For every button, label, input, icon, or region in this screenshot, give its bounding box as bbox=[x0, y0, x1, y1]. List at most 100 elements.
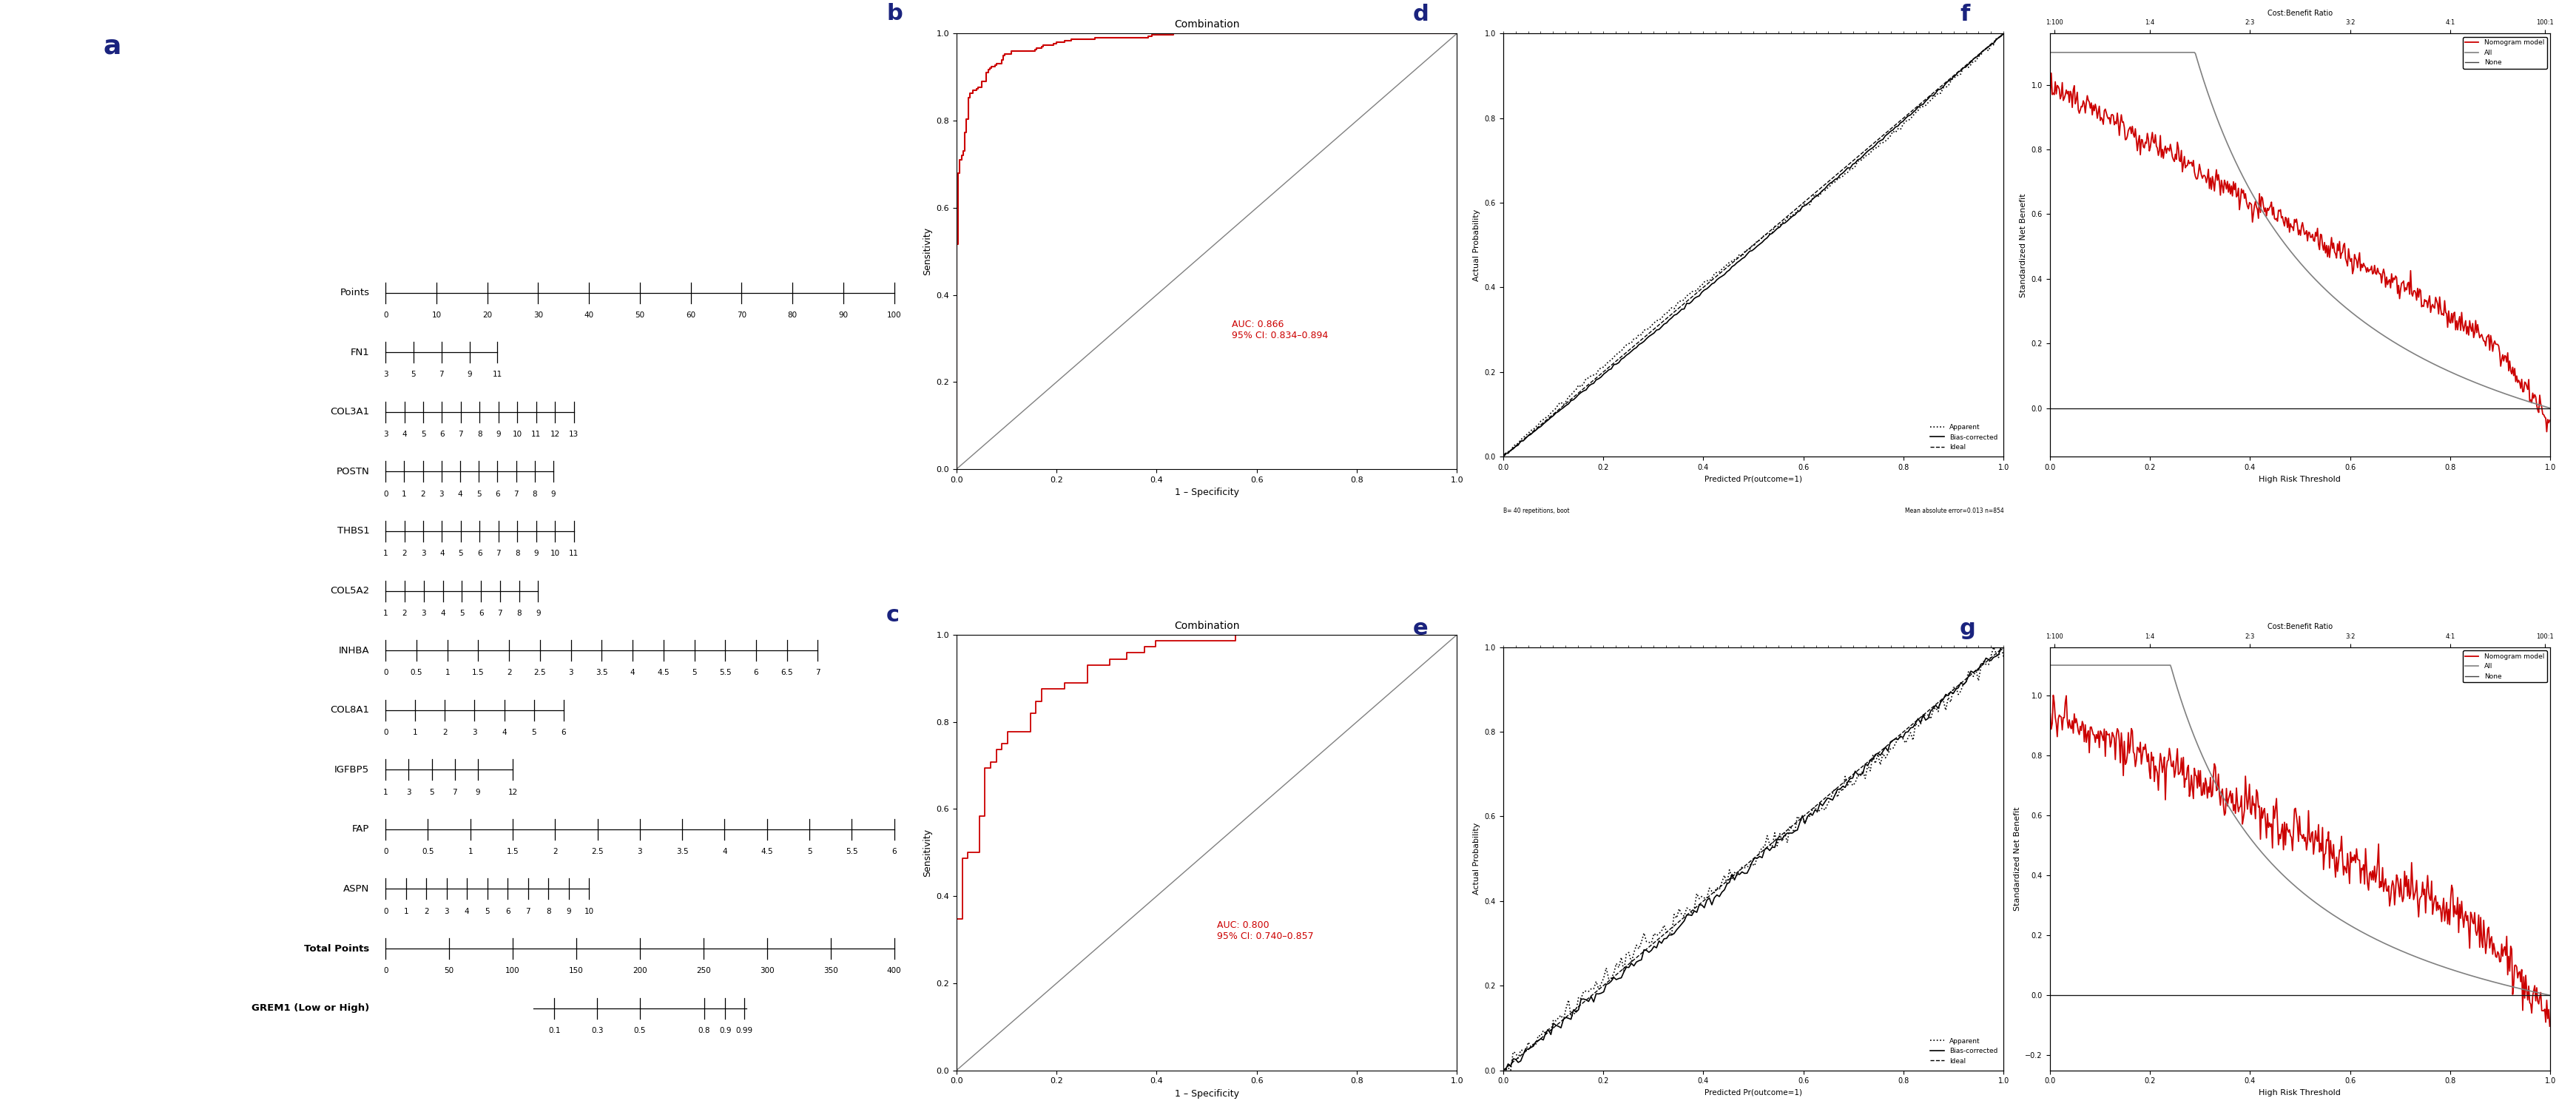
Text: FN1: FN1 bbox=[350, 348, 368, 357]
Nomogram model bbox=[2524, 997, 2555, 1010]
Apparent bbox=[1520, 1038, 1551, 1051]
Text: 1: 1 bbox=[384, 788, 389, 796]
Text: AUC: 0.866
95% CI: 0.834–0.894: AUC: 0.866 95% CI: 0.834–0.894 bbox=[1231, 319, 1329, 340]
Nomogram model bbox=[2272, 212, 2303, 225]
Nomogram model bbox=[2035, 86, 2066, 99]
None bbox=[2445, 989, 2476, 1002]
Y-axis label: Standardized Net Benefit: Standardized Net Benefit bbox=[2020, 193, 2027, 297]
All bbox=[2275, 244, 2306, 258]
Text: 7: 7 bbox=[817, 669, 819, 677]
Text: Points: Points bbox=[340, 288, 368, 298]
Text: FAP: FAP bbox=[353, 824, 368, 834]
Text: g: g bbox=[1960, 618, 1976, 639]
All bbox=[2535, 401, 2566, 415]
Text: 6: 6 bbox=[495, 491, 500, 497]
Text: 5: 5 bbox=[430, 788, 435, 796]
Apparent bbox=[1963, 50, 1994, 64]
Text: 1.5: 1.5 bbox=[471, 669, 484, 677]
Text: 8: 8 bbox=[518, 610, 520, 617]
Text: 60: 60 bbox=[685, 311, 696, 319]
Legend: Nomogram model, All, None: Nomogram model, All, None bbox=[2463, 37, 2548, 69]
None bbox=[2535, 989, 2566, 1002]
Nomogram model bbox=[2272, 825, 2303, 838]
Text: 6: 6 bbox=[505, 908, 510, 915]
Text: 4.5: 4.5 bbox=[657, 669, 670, 677]
Nomogram model bbox=[2535, 1019, 2566, 1032]
Text: 50: 50 bbox=[636, 311, 644, 319]
Text: 7: 7 bbox=[453, 788, 459, 796]
Text: b: b bbox=[886, 3, 902, 25]
All bbox=[2445, 369, 2476, 382]
Text: 1: 1 bbox=[384, 550, 389, 558]
All bbox=[2522, 398, 2553, 411]
Text: 7: 7 bbox=[497, 610, 502, 617]
Text: COL8A1: COL8A1 bbox=[330, 706, 368, 715]
Ideal bbox=[1945, 62, 1976, 76]
Text: 0: 0 bbox=[384, 967, 389, 975]
Y-axis label: Actual Probability: Actual Probability bbox=[1473, 823, 1481, 895]
Apparent bbox=[1620, 331, 1651, 345]
Text: GREM1 (Low or High): GREM1 (Low or High) bbox=[252, 1003, 368, 1014]
Text: 7: 7 bbox=[526, 908, 531, 915]
Nomogram model bbox=[2524, 406, 2555, 419]
Nomogram model bbox=[2445, 912, 2476, 925]
Text: IGFBP5: IGFBP5 bbox=[335, 765, 368, 775]
Text: 5: 5 bbox=[484, 908, 489, 915]
X-axis label: High Risk Threshold: High Risk Threshold bbox=[2259, 475, 2342, 483]
Ideal bbox=[1945, 677, 1976, 690]
Bias-corrected bbox=[1986, 640, 2017, 653]
Bias-corrected bbox=[1584, 987, 1615, 1000]
Line: Apparent: Apparent bbox=[1504, 35, 2004, 456]
Text: 8: 8 bbox=[546, 908, 551, 915]
X-axis label: Predicted Pr(outcome=1): Predicted Pr(outcome=1) bbox=[1705, 1089, 1803, 1096]
Text: 2.5: 2.5 bbox=[592, 849, 603, 855]
Y-axis label: Sensitivity: Sensitivity bbox=[922, 828, 933, 876]
Line: Bias-corrected: Bias-corrected bbox=[1504, 647, 2004, 1069]
Text: 9: 9 bbox=[497, 430, 500, 438]
Text: 0.99: 0.99 bbox=[737, 1027, 752, 1035]
Nomogram model bbox=[2035, 707, 2066, 720]
Y-axis label: Sensitivity: Sensitivity bbox=[922, 227, 933, 275]
Text: 5.5: 5.5 bbox=[719, 669, 732, 677]
Text: B= 40 repetitions, boot: B= 40 repetitions, boot bbox=[1504, 507, 1569, 514]
Text: 9: 9 bbox=[551, 491, 556, 497]
Apparent bbox=[1489, 1064, 1520, 1077]
Text: 1: 1 bbox=[402, 491, 407, 497]
Text: 0.5: 0.5 bbox=[410, 669, 422, 677]
Text: POSTN: POSTN bbox=[337, 467, 368, 476]
Nomogram model bbox=[2532, 425, 2563, 438]
Text: 3: 3 bbox=[471, 729, 477, 736]
Text: 5: 5 bbox=[459, 550, 464, 558]
All bbox=[2272, 873, 2303, 886]
Text: 10: 10 bbox=[585, 908, 595, 915]
Text: 12: 12 bbox=[507, 788, 518, 796]
Text: 3: 3 bbox=[422, 610, 425, 617]
None bbox=[2275, 989, 2306, 1002]
Ideal bbox=[1620, 337, 1651, 350]
Text: 2: 2 bbox=[554, 849, 556, 855]
Text: 2.5: 2.5 bbox=[533, 669, 546, 677]
Text: 5: 5 bbox=[477, 491, 482, 497]
Ideal bbox=[1489, 1064, 1520, 1077]
Bias-corrected bbox=[1517, 426, 1548, 439]
Text: 0: 0 bbox=[384, 491, 389, 497]
Text: 1: 1 bbox=[446, 669, 451, 677]
None bbox=[2035, 401, 2066, 415]
Nomogram model bbox=[2038, 689, 2069, 702]
Text: 4.5: 4.5 bbox=[760, 849, 773, 855]
Ideal bbox=[1507, 433, 1538, 446]
Nomogram model bbox=[2445, 323, 2476, 337]
Apparent bbox=[1989, 650, 2020, 663]
Text: ASPN: ASPN bbox=[343, 884, 368, 894]
Text: 20: 20 bbox=[482, 311, 492, 319]
Text: 4: 4 bbox=[464, 908, 469, 915]
Apparent bbox=[1517, 423, 1548, 436]
Text: 5: 5 bbox=[693, 669, 696, 677]
Text: 3.5: 3.5 bbox=[595, 669, 608, 677]
Text: 3: 3 bbox=[438, 491, 443, 497]
Text: 3.5: 3.5 bbox=[675, 849, 688, 855]
Bias-corrected bbox=[1520, 1035, 1551, 1048]
None bbox=[2535, 401, 2566, 415]
Text: 8: 8 bbox=[477, 430, 482, 438]
Nomogram model bbox=[2334, 861, 2365, 874]
